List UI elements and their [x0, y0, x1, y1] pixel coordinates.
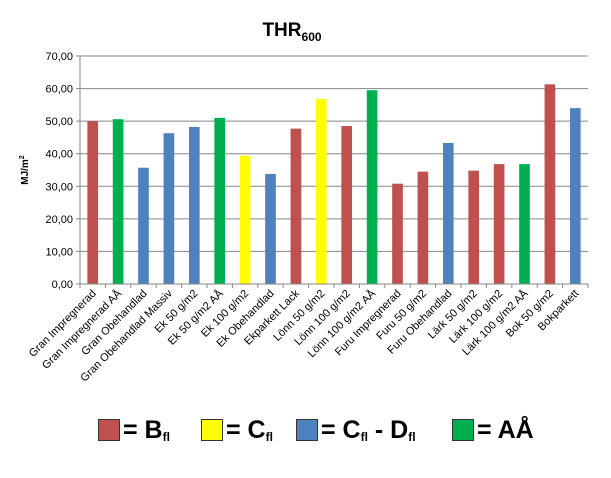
legend-label-cfl: = Cfl — [226, 416, 273, 445]
legend-item-bfl: = Bfl — [98, 408, 170, 452]
legend-item-cfl-dfl: = Cfl - Dfl — [296, 408, 416, 452]
chart-title: THR600 — [262, 20, 321, 44]
legend-label-cfl-dfl: = Cfl - Dfl — [321, 416, 416, 445]
bars — [87, 84, 581, 285]
bar — [188, 127, 200, 285]
legend-label-cfl-sub: fl — [265, 429, 273, 444]
legend-label-aa: = AÅ — [477, 416, 534, 445]
bar — [265, 173, 276, 284]
bar — [442, 142, 454, 284]
chart-title-subscript: 600 — [302, 30, 322, 44]
y-tick-label: 20,00 — [45, 214, 73, 226]
chart-title-main: THR — [262, 20, 301, 41]
legend-item-aa: = AÅ — [452, 408, 534, 452]
bar — [493, 164, 505, 284]
legend-label-bfl-sub: fl — [162, 429, 170, 444]
bar — [290, 128, 302, 284]
legend-label-bfl-prefix: = B — [123, 415, 163, 444]
legend-swatch-aa — [452, 419, 474, 441]
bar-chart: THR600 MJ/m2 0,00 10,00 20,00 30,00 40,00 50,… — [19, 20, 589, 384]
bar — [544, 84, 556, 284]
y-tick-label: 50,00 — [45, 116, 73, 128]
bar — [392, 183, 403, 284]
y-tick-label: 60,00 — [45, 84, 73, 96]
bar — [468, 170, 480, 284]
bar — [239, 155, 251, 284]
legend-label-cfl-dfl-sub: fl — [360, 429, 368, 444]
bar — [341, 126, 353, 285]
bar — [112, 119, 124, 284]
legend-swatch-bfl — [98, 419, 120, 441]
y-axis-label-superscript: 2 — [19, 155, 26, 159]
y-axis-ticks: 0,00 10,00 20,00 30,00 40,00 50,00 60,00 70,00 — [45, 51, 80, 291]
y-tick-label: 70,00 — [45, 51, 73, 63]
legend: = Bfl = Cfl = Cfl - Dfl = AÅ — [0, 408, 611, 452]
bar — [417, 171, 429, 284]
y-tick-label: 40,00 — [45, 149, 73, 161]
legend-label-bfl: = Bfl — [123, 416, 170, 445]
legend-label-cfl-prefix: = C — [226, 415, 266, 444]
y-axis-label-main: MJ/m — [20, 159, 31, 185]
bar — [163, 133, 175, 284]
legend-label-cfl-dfl-prefix: = C — [321, 415, 361, 444]
legend-swatch-cfl-dfl — [296, 419, 318, 441]
bar — [366, 90, 378, 284]
bar — [87, 121, 99, 285]
bar — [519, 164, 530, 284]
y-tick-label: 0,00 — [52, 279, 73, 291]
gridlines — [80, 55, 588, 252]
y-axis-label: MJ/m2 — [19, 155, 31, 185]
bar — [214, 117, 226, 284]
y-tick-label: 10,00 — [45, 246, 73, 258]
legend-swatch-cfl — [201, 419, 223, 441]
bar — [315, 98, 327, 284]
legend-label-cfl-dfl-middle: - D — [367, 415, 409, 444]
y-tick-label: 30,00 — [45, 181, 73, 193]
legend-label-cfl-dfl-sub2: fl — [408, 429, 416, 444]
bar — [138, 167, 149, 284]
legend-label-aa-prefix: = AÅ — [477, 415, 534, 444]
legend-item-cfl: = Cfl — [201, 408, 273, 452]
bar — [569, 108, 581, 284]
